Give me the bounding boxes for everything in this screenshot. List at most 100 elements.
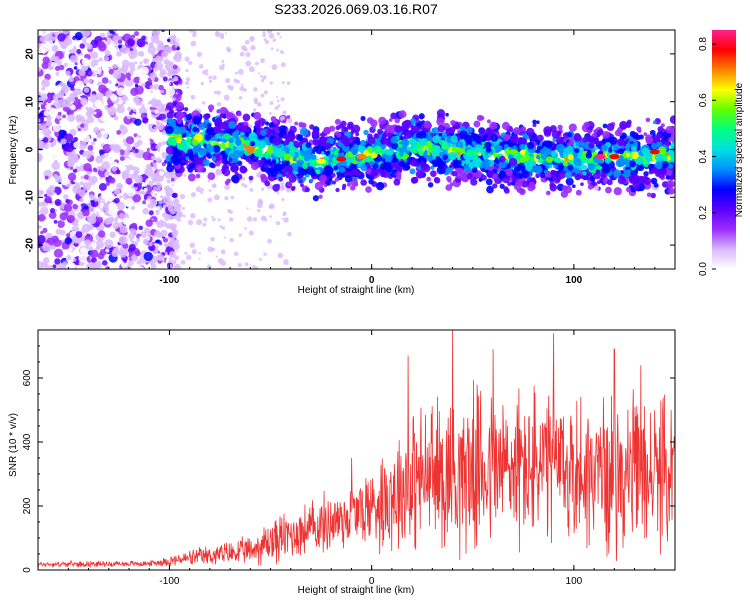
heat-cell bbox=[484, 134, 489, 138]
heat-cell bbox=[366, 117, 374, 124]
heat-cell bbox=[74, 80, 85, 90]
heat-cell bbox=[643, 171, 649, 177]
heat-cell bbox=[168, 109, 175, 115]
heat-cell bbox=[464, 134, 473, 143]
heat-cell bbox=[174, 239, 180, 244]
heat-cell bbox=[561, 185, 568, 191]
heat-cell bbox=[52, 138, 57, 143]
heat-cell bbox=[206, 145, 215, 153]
heat-cell bbox=[172, 259, 177, 265]
heat-cell bbox=[270, 47, 274, 51]
heat-cell bbox=[44, 175, 49, 180]
heat-cell bbox=[388, 118, 393, 122]
heat-cell bbox=[607, 137, 613, 143]
heat-cell bbox=[436, 117, 445, 126]
heat-cell bbox=[191, 249, 197, 255]
heat-cell bbox=[38, 213, 46, 222]
heat-cell bbox=[174, 44, 178, 48]
heat-cell bbox=[44, 33, 53, 42]
heat-cell bbox=[142, 117, 149, 124]
heat-cell bbox=[395, 171, 402, 178]
heat-cell bbox=[50, 62, 57, 68]
heat-cell bbox=[61, 85, 70, 94]
heat-cell bbox=[97, 198, 102, 202]
heat-cell bbox=[64, 237, 72, 245]
heat-cell bbox=[650, 177, 658, 185]
heat-cell bbox=[151, 218, 154, 221]
heat-cell bbox=[333, 150, 339, 156]
y-tick-label: -10 bbox=[25, 190, 36, 205]
heat-cell bbox=[80, 97, 89, 106]
heat-cell bbox=[344, 148, 349, 153]
heat-cell bbox=[73, 141, 80, 149]
heat-cell bbox=[226, 46, 231, 52]
heat-cell bbox=[103, 66, 109, 72]
heat-cell bbox=[120, 113, 125, 118]
heat-cell bbox=[139, 61, 143, 65]
heat-cell bbox=[617, 176, 626, 185]
heat-cell bbox=[596, 164, 602, 170]
heat-cell bbox=[477, 152, 482, 157]
heat-cell bbox=[129, 210, 136, 217]
heat-cell bbox=[175, 203, 181, 209]
heat-cell bbox=[64, 133, 74, 143]
heat-cell bbox=[336, 132, 342, 138]
heat-cell bbox=[426, 176, 432, 182]
heat-cell bbox=[636, 126, 642, 132]
heat-cell bbox=[279, 36, 282, 39]
heat-cell bbox=[148, 148, 151, 151]
heat-cell bbox=[73, 136, 79, 142]
heat-cell bbox=[174, 30, 182, 38]
heat-cell bbox=[451, 170, 458, 177]
heat-cell bbox=[276, 99, 280, 103]
heat-cell bbox=[228, 141, 235, 148]
heat-cell bbox=[108, 91, 113, 96]
heat-cell bbox=[382, 132, 388, 138]
heat-cell bbox=[198, 258, 201, 261]
heat-cell bbox=[105, 266, 110, 269]
heat-cell bbox=[64, 224, 70, 230]
heat-cell bbox=[416, 158, 422, 164]
heat-cell bbox=[530, 160, 537, 167]
heat-cell bbox=[42, 201, 48, 207]
heat-cell bbox=[224, 196, 229, 201]
heat-cell bbox=[97, 40, 105, 49]
heat-cell bbox=[660, 123, 665, 128]
heat-cell bbox=[205, 72, 209, 76]
heat-cell bbox=[102, 143, 112, 153]
heat-cell bbox=[398, 110, 407, 119]
heat-cell bbox=[210, 137, 215, 142]
heat-cell bbox=[600, 144, 608, 152]
heat-cell bbox=[162, 76, 168, 82]
heat-cell bbox=[281, 169, 287, 175]
heat-cell bbox=[98, 183, 107, 191]
heat-cell bbox=[238, 69, 244, 75]
heat-cell bbox=[365, 156, 372, 163]
heat-cell bbox=[565, 177, 574, 186]
heat-cell bbox=[351, 168, 359, 176]
heat-cell bbox=[276, 95, 279, 98]
heat-cell bbox=[590, 147, 596, 153]
heat-cell bbox=[203, 217, 208, 222]
colorbar-tick-label: 0.6 bbox=[698, 93, 709, 107]
heat-cell bbox=[225, 77, 231, 84]
heat-cell bbox=[272, 184, 280, 192]
heat-cell bbox=[213, 125, 222, 134]
heat-cell bbox=[235, 138, 242, 146]
heat-cell bbox=[318, 194, 323, 199]
heat-cell bbox=[112, 222, 119, 230]
heat-cell bbox=[219, 225, 223, 229]
heat-cell bbox=[177, 84, 182, 89]
heat-cell bbox=[519, 188, 526, 196]
heat-cell bbox=[242, 46, 248, 52]
heat-cell bbox=[211, 183, 217, 189]
heat-cell bbox=[482, 158, 491, 167]
heat-cell bbox=[154, 193, 158, 196]
heat-cell bbox=[172, 86, 175, 90]
heat-cell bbox=[304, 187, 310, 193]
heat-cell bbox=[445, 112, 449, 117]
heat-cell bbox=[127, 181, 132, 185]
heat-cell bbox=[189, 242, 195, 248]
heat-cell bbox=[172, 125, 182, 135]
heat-cell bbox=[124, 198, 134, 208]
